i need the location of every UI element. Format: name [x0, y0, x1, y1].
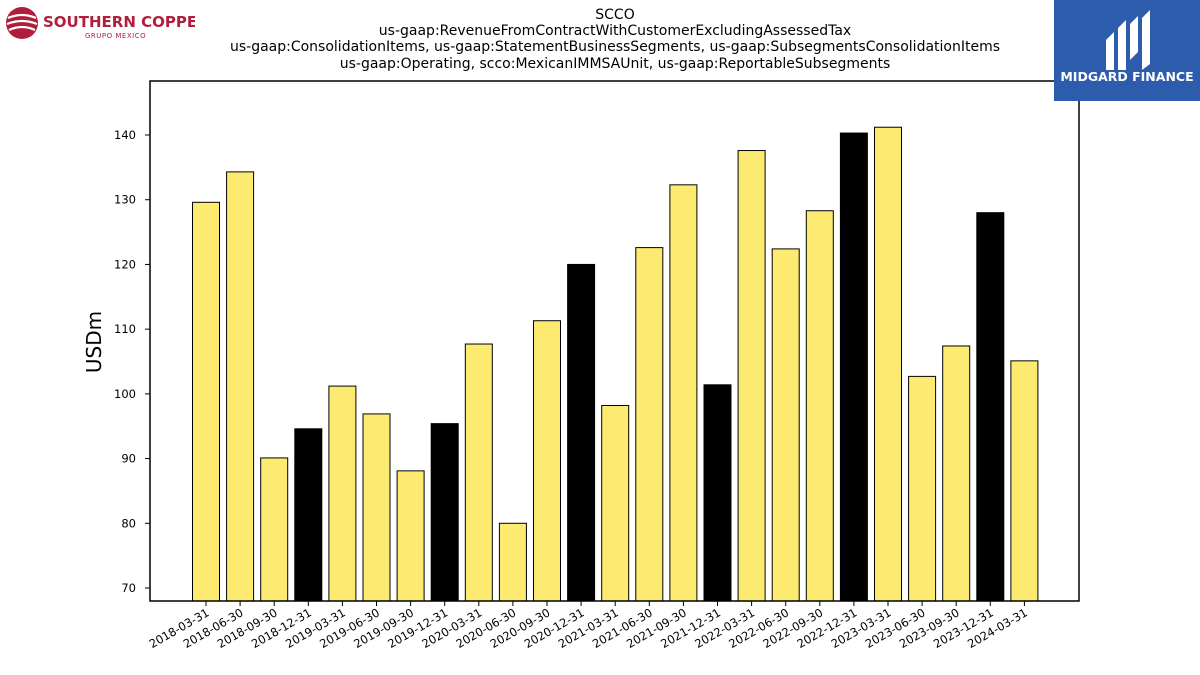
y-tick-label: 120 — [114, 257, 136, 271]
x-axis: 2018-03-312018-06-302018-09-302018-12-31… — [147, 601, 1030, 651]
y-tick-label: 130 — [114, 193, 136, 207]
title-line-2: us-gaap:RevenueFromContractWithCustomerE… — [378, 23, 852, 39]
bar-2021-09-30 — [669, 184, 698, 602]
bar-2022-09-30 — [805, 210, 834, 602]
y-tick-label: 110 — [114, 322, 136, 336]
bar-2022-12-31 — [839, 132, 868, 602]
bar-2023-12-31 — [976, 212, 1005, 602]
bar-2020-12-31 — [567, 263, 596, 602]
title-line-1: SCCO — [595, 7, 635, 23]
bar-2018-12-31 — [294, 428, 323, 602]
southern-copper-logo: SOUTHERN COPPER GRUPO MEXICO — [5, 6, 209, 42]
bar-2020-03-31 — [464, 343, 493, 602]
southern-copper-emblem-icon — [6, 7, 38, 39]
plot-frame — [149, 80, 1080, 602]
logo-left-name: SOUTHERN COPPER — [43, 13, 195, 31]
title-line-4: us-gaap:Operating, scco:MexicanIMMSAUnit… — [339, 56, 891, 72]
bar-2022-06-30 — [771, 248, 800, 602]
bar-2018-09-30 — [260, 457, 289, 602]
y-tick-label: 100 — [114, 387, 136, 401]
bar-2023-09-30 — [942, 345, 971, 602]
bar-2024-03-31 — [1010, 360, 1039, 602]
y-tick-label: 80 — [121, 516, 136, 530]
bar-2019-09-30 — [396, 470, 425, 602]
y-axis: 70 80 90 100 110 120 130 140 — [114, 128, 150, 595]
bar-2021-06-30 — [635, 247, 664, 602]
bar-2018-06-30 — [226, 171, 255, 602]
bars-group — [192, 126, 1039, 602]
bar-2023-06-30 — [908, 375, 937, 602]
bar-2022-03-31 — [737, 150, 766, 602]
midgard-finance-logo: MIDGARD FINANCE — [1054, 0, 1200, 101]
midgard-emblem-icon — [1106, 10, 1150, 70]
bar-2020-06-30 — [498, 522, 527, 602]
bar-2019-03-31 — [328, 385, 357, 602]
logo-left-sub: GRUPO MEXICO — [85, 32, 146, 40]
y-tick-label: 140 — [114, 128, 136, 142]
bar-2023-03-31 — [874, 126, 902, 602]
title-line-3: us-gaap:ConsolidationItems, us-gaap:Stat… — [229, 39, 1001, 55]
bar-2018-03-31 — [192, 201, 220, 602]
y-axis-label: USDm — [82, 311, 106, 373]
bar-2021-12-31 — [703, 384, 732, 602]
bar-2021-03-31 — [601, 405, 630, 602]
y-tick-label: 90 — [121, 452, 136, 466]
bar-2019-12-31 — [430, 423, 459, 602]
y-tick-label: 70 — [121, 581, 136, 595]
bar-2019-06-30 — [362, 413, 391, 602]
bar-2020-09-30 — [533, 320, 561, 602]
logo-right-name: MIDGARD FINANCE — [1060, 69, 1194, 84]
